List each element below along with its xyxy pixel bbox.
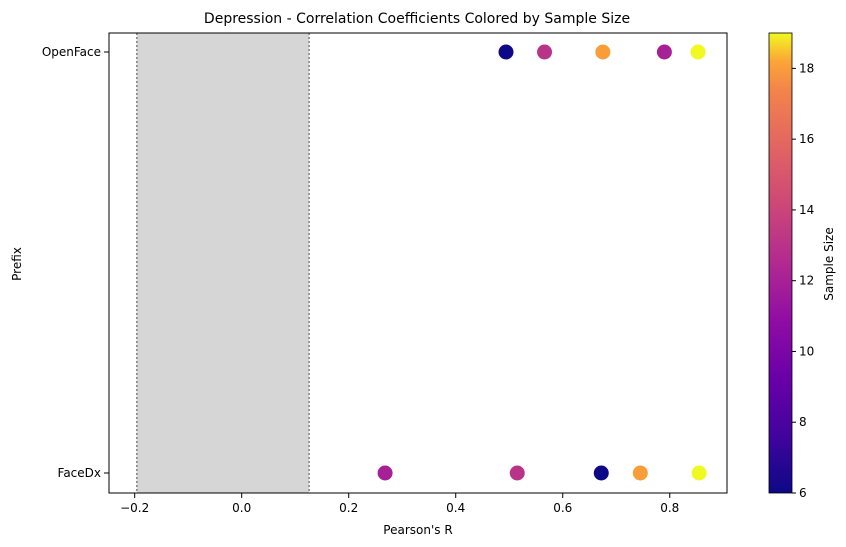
- colorbar-tick-label: 14: [799, 203, 814, 217]
- colorbar-tick-label: 16: [799, 132, 814, 146]
- colorbar-tick-label: 18: [799, 61, 814, 75]
- x-tick-label: 0.4: [446, 501, 465, 515]
- y-tick-label: OpenFace: [42, 45, 101, 59]
- data-point: [593, 465, 609, 481]
- colorbar-label: Sample Size: [822, 227, 836, 300]
- colorbar-tick-label: 10: [799, 344, 814, 358]
- data-point: [498, 44, 514, 60]
- chart-title: Depression - Correlation Coefficients Co…: [204, 11, 630, 27]
- data-point: [509, 465, 525, 481]
- x-tick-label: 0.2: [339, 501, 358, 515]
- x-axis-label: Pearson's R: [383, 523, 452, 537]
- data-point: [690, 44, 706, 60]
- y-axis-label: Prefix: [10, 247, 24, 281]
- colorbar: 6 8 10 12 14 16 18 Sample Size: [768, 32, 836, 500]
- x-axis-ticks: −0.2 0.0 0.2 0.4 0.6 0.8: [120, 493, 679, 515]
- data-point: [537, 44, 553, 60]
- data-point: [595, 44, 611, 60]
- y-axis-ticks: FaceDx OpenFace: [42, 45, 109, 480]
- data-point: [632, 465, 648, 481]
- y-tick-label: FaceDx: [58, 466, 101, 480]
- data-point: [656, 44, 672, 60]
- x-tick-label: 0.0: [232, 501, 251, 515]
- colorbar-gradient: [768, 32, 793, 494]
- x-tick-label: 0.8: [660, 501, 679, 515]
- data-points: [377, 44, 707, 481]
- plot-frame: [108, 32, 728, 494]
- colorbar-tick-label: 6: [799, 486, 807, 500]
- plot-area: [108, 32, 728, 494]
- colorbar-ticks: 6 8 10 12 14 16 18: [792, 61, 814, 500]
- colorbar-tick-label: 12: [799, 274, 814, 288]
- x-tick-label: 0.6: [553, 501, 572, 515]
- shaded-region: [136, 33, 310, 493]
- x-tick-label: −0.2: [120, 501, 149, 515]
- data-point: [691, 465, 707, 481]
- colorbar-tick-label: 8: [799, 415, 807, 429]
- data-point: [377, 465, 393, 481]
